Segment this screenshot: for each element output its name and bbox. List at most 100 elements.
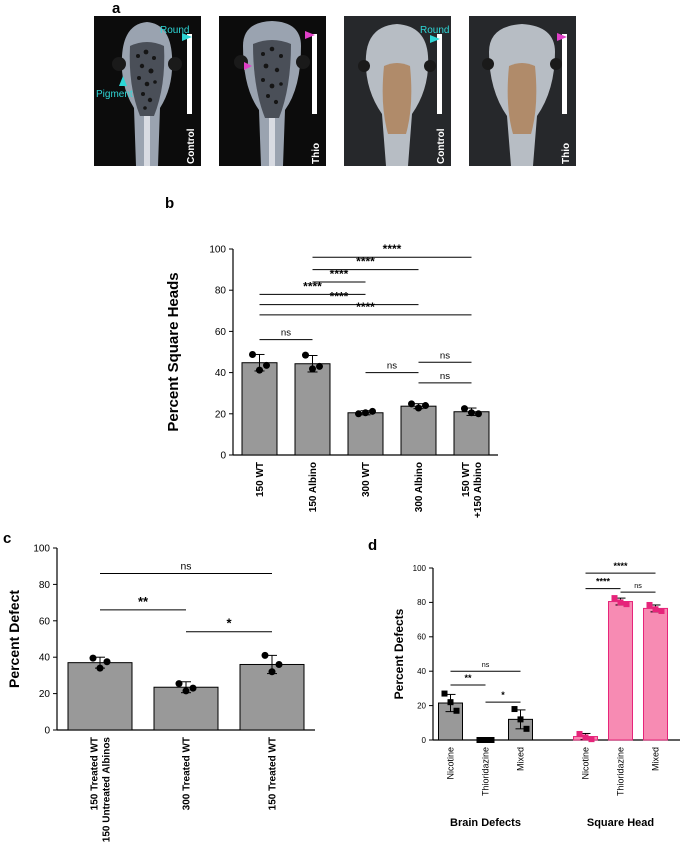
pigment-arrow-icon (244, 62, 252, 70)
data-point (415, 404, 422, 412)
y-tick-label: 100 (33, 544, 50, 555)
data-point (582, 734, 589, 741)
pigment-annotation: Pigment (96, 89, 133, 100)
tadpole-photo-control-albino: Round Control (344, 16, 451, 166)
significance-label: ns (440, 371, 450, 382)
panel-label-a: a (112, 0, 121, 17)
data-point (362, 409, 369, 417)
significance-label: * (226, 616, 232, 631)
photo-caption: Thio (311, 143, 322, 164)
round-arrow-icon (430, 35, 440, 43)
y-tick-label: 60 (215, 327, 227, 338)
y-tick-label: 20 (39, 689, 51, 700)
data-point (309, 365, 316, 373)
x-tick-label: 150 Treated WT (268, 737, 279, 810)
data-point (461, 405, 468, 413)
round-annotation: Round (420, 25, 449, 36)
data-point (576, 730, 583, 737)
data-point (453, 707, 460, 714)
data-point (617, 599, 624, 606)
tadpole-photo-thio-albino: Thio (469, 16, 576, 166)
y-tick-label: 100 (209, 245, 226, 256)
panel-label-c: c (3, 530, 12, 547)
x-tick-label: Thioridazine (616, 747, 626, 796)
tadpole-photo-control-pigmented: Round Pigment Control (94, 16, 201, 166)
x-tick-label: 150 WT (461, 462, 472, 497)
data-point (468, 409, 475, 417)
round-arrow-icon (557, 33, 567, 41)
panel-label-b: b (165, 195, 175, 212)
data-point (623, 601, 630, 608)
data-point (355, 410, 362, 418)
y-tick-label: 40 (215, 368, 227, 379)
y-tick-label: 40 (39, 653, 51, 664)
data-point (652, 606, 659, 613)
panel-label-d: d (368, 537, 378, 554)
group-label: Square Head (587, 817, 654, 829)
x-tick-label: 150 Untreated Albinos (102, 737, 113, 843)
y-tick-label: 80 (215, 286, 227, 297)
chart-d-plot: 0 20 40 60 80 100 Percent Defects Nicotine Thior… (392, 561, 680, 829)
x-tick-label: 150 WT (255, 462, 266, 497)
data-point (263, 361, 270, 369)
significance-label: **** (330, 267, 349, 281)
bar (347, 412, 384, 456)
data-point (275, 660, 283, 668)
x-tick-label: 150 Albino (308, 462, 319, 512)
significance-label: ns (387, 361, 397, 372)
data-point (447, 699, 454, 706)
data-point (588, 736, 595, 743)
chart-c-plot: 0 20 40 60 80 100 Percent Defect 150 Treated WT… (6, 544, 315, 843)
bar (608, 601, 633, 741)
bar (241, 362, 278, 456)
data-point (476, 737, 483, 743)
data-point (482, 737, 489, 743)
group-label: Brain Defects (450, 817, 521, 829)
y-tick-label: 100 (413, 564, 427, 573)
data-point (302, 351, 309, 359)
y-tick-label: 80 (39, 580, 51, 591)
data-point (103, 658, 111, 666)
x-tick-label: Mixed (516, 747, 526, 771)
y-tick-label: 60 (417, 633, 426, 642)
y-tick-label: 80 (417, 598, 426, 607)
significance-label: ns (634, 581, 642, 590)
y-tick-label: 0 (422, 736, 427, 745)
significance-label: ns (181, 561, 192, 572)
y-tick-label: 60 (39, 616, 51, 627)
data-point (611, 595, 618, 602)
significance-label: **** (613, 561, 628, 571)
data-point (316, 362, 323, 370)
pigment-arrow-icon (119, 76, 127, 86)
chart-b-plot: 0 20 40 60 80 100 Percent Square Heads 150 WT 15… (165, 242, 498, 518)
bar (400, 405, 437, 456)
significance-label: **** (356, 255, 375, 269)
y-tick-label: 20 (215, 409, 227, 420)
data-point (517, 716, 524, 723)
round-arrow-icon (182, 33, 192, 41)
data-point (408, 400, 415, 408)
data-point (369, 407, 376, 415)
significance-label: ns (281, 328, 291, 339)
significance-label: **** (383, 242, 402, 256)
x-tick-label: Nicotine (446, 747, 456, 780)
bar (453, 411, 490, 456)
significance-label: ns (440, 350, 450, 361)
x-tick-label: 300 Treated WT (182, 737, 193, 810)
y-axis-label: Percent Defects (392, 608, 406, 699)
data-point (268, 668, 276, 676)
y-tick-label: 20 (417, 701, 426, 710)
significance-label: **** (330, 290, 349, 304)
y-tick-label: 0 (220, 451, 226, 462)
x-tick-label: 300 WT (361, 462, 372, 497)
data-point (646, 601, 653, 608)
data-point (189, 684, 197, 692)
data-point (441, 690, 448, 697)
data-point (422, 402, 429, 410)
photo-caption: Control (186, 128, 197, 164)
significance-label: ns (482, 660, 490, 669)
significance-label: **** (356, 300, 375, 314)
x-tick-label: 300 Albino (414, 462, 425, 512)
round-annotation: Round (160, 25, 189, 36)
